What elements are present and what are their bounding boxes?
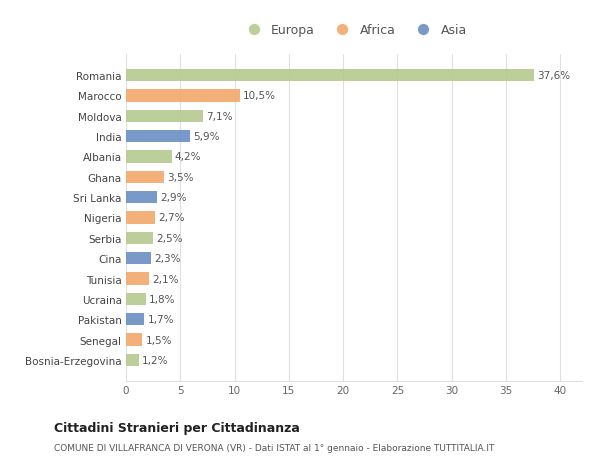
Text: 2,9%: 2,9% [161, 193, 187, 203]
Text: 37,6%: 37,6% [538, 71, 571, 81]
Text: 1,7%: 1,7% [148, 314, 174, 325]
Bar [126, 212, 155, 224]
Legend: Europa, Africa, Asia: Europa, Africa, Asia [236, 19, 472, 42]
Text: 3,5%: 3,5% [167, 173, 194, 182]
Bar [126, 131, 190, 143]
Text: 2,7%: 2,7% [158, 213, 185, 223]
Text: COMUNE DI VILLAFRANCA DI VERONA (VR) - Dati ISTAT al 1° gennaio - Elaborazione T: COMUNE DI VILLAFRANCA DI VERONA (VR) - D… [54, 443, 494, 452]
Text: 4,2%: 4,2% [175, 152, 202, 162]
Bar [126, 171, 164, 184]
Text: 1,8%: 1,8% [149, 294, 175, 304]
Bar [126, 334, 142, 346]
Text: 5,9%: 5,9% [193, 132, 220, 142]
Text: 7,1%: 7,1% [206, 112, 233, 122]
Text: 2,5%: 2,5% [157, 233, 183, 243]
Bar [126, 192, 157, 204]
Bar [126, 354, 139, 366]
Text: 1,5%: 1,5% [146, 335, 172, 345]
Bar [126, 111, 203, 123]
Text: 2,1%: 2,1% [152, 274, 179, 284]
Bar [126, 151, 172, 163]
Text: Cittadini Stranieri per Cittadinanza: Cittadini Stranieri per Cittadinanza [54, 421, 300, 434]
Text: 2,3%: 2,3% [154, 254, 181, 263]
Bar [126, 90, 240, 102]
Bar [126, 273, 149, 285]
Bar [126, 252, 151, 265]
Text: 10,5%: 10,5% [243, 91, 276, 101]
Text: 1,2%: 1,2% [142, 355, 169, 365]
Bar [126, 232, 153, 244]
Bar [126, 313, 145, 325]
Bar [126, 70, 534, 82]
Bar [126, 293, 146, 305]
